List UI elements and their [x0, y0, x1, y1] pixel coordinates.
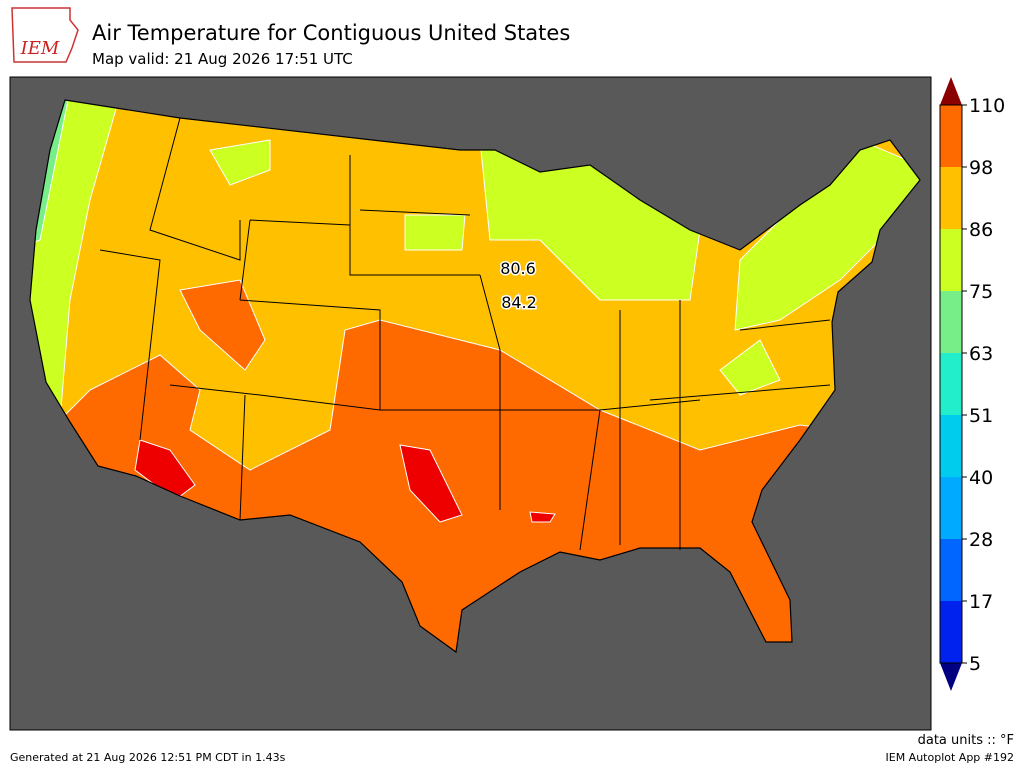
title: Air Temperature for Contiguous United St… — [92, 21, 570, 45]
colorbar-band — [940, 229, 962, 291]
colorbar-band — [940, 353, 962, 415]
colorbar-band — [940, 167, 962, 229]
colorbar-band — [940, 291, 962, 353]
colorbar-frame — [939, 104, 963, 664]
colorbar-tick-label: 86 — [969, 219, 993, 241]
colorbar-band — [940, 415, 962, 477]
colorbar-tick-label: 51 — [969, 405, 993, 427]
colorbar-under — [940, 663, 962, 691]
map: 80.6 84.2 — [9, 76, 932, 731]
footer-app: IEM Autoplot App #192 — [886, 751, 1015, 764]
colorbar-tick-label: 75 — [969, 281, 993, 303]
station-value: 84.2 — [501, 293, 537, 312]
colorbar-tick-label: 5 — [969, 653, 981, 675]
station-value: 80.6 — [500, 259, 536, 278]
colorbar-band — [940, 539, 962, 601]
colorbar-over — [940, 77, 962, 105]
colorbar: 5 17 28 40 51 63 75 86 98 110 — [939, 77, 1005, 691]
colorbar-tick-label: 110 — [969, 95, 1005, 117]
colorbar-band — [940, 601, 962, 663]
units-label: data units :: °F — [918, 733, 1014, 748]
colorbar-band — [940, 105, 962, 167]
colorbar-tick-label: 98 — [969, 157, 993, 179]
subtitle: Map valid: 21 Aug 2026 17:51 UTC — [92, 50, 353, 68]
colorbar-tick-label: 28 — [969, 529, 993, 551]
colorbar-tick-label: 63 — [969, 343, 993, 365]
logo: IEM — [11, 7, 79, 63]
footer-generated: Generated at 21 Aug 2026 12:51 PM CDT in… — [10, 751, 286, 764]
colorbar-tick-label: 40 — [969, 467, 993, 489]
colorbar-tick-label: 17 — [969, 591, 993, 613]
logo-text: IEM — [20, 38, 60, 59]
colorbar-band — [940, 477, 962, 539]
